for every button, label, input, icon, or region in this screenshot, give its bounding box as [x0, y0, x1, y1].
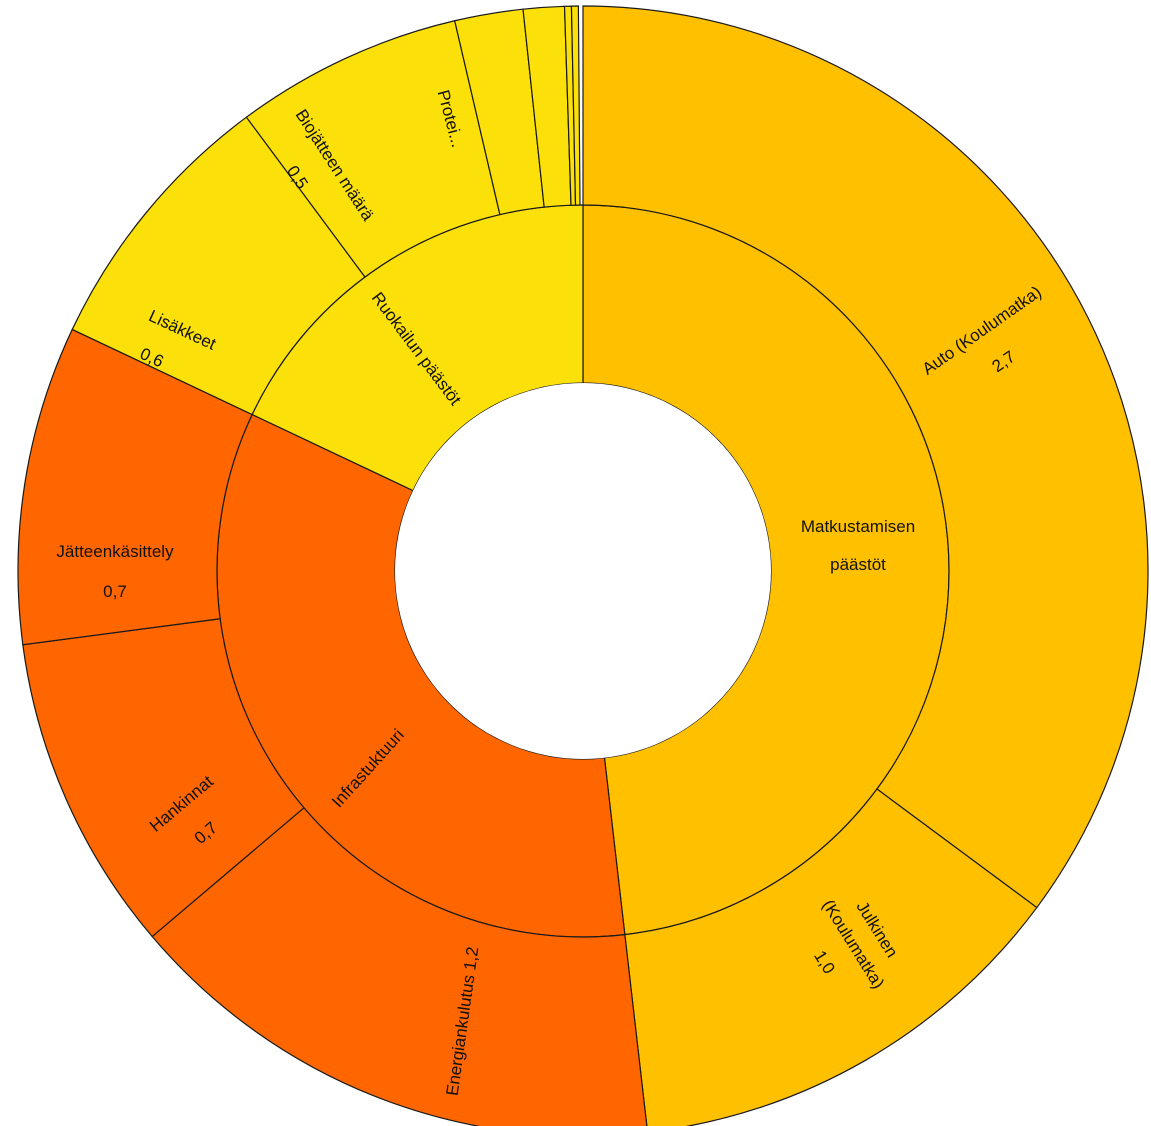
outer-label-jatteenkasittely-name: Jätteenkäsittely	[56, 542, 174, 561]
inner-label-matkustamisen-2: päästöt	[830, 555, 886, 574]
inner-label-matkustamisen: Matkustamisen	[801, 517, 915, 536]
center-hole	[395, 383, 771, 759]
outer-segment-julkinen-koulumatka-1	[624, 788, 1038, 1126]
outer-label-jatteenkasittely-value: 0,7	[103, 582, 127, 601]
outer-segment-auto-koulumatka-0	[582, 5, 1149, 909]
outer-segment-energiankulutus-2	[151, 806, 648, 1126]
outer-label-jatteenkasittely: Jätteenkäsittely 0,7	[56, 542, 174, 601]
outer-segment-segment-10	[570, 5, 581, 206]
chart-segments	[17, 5, 1149, 1126]
